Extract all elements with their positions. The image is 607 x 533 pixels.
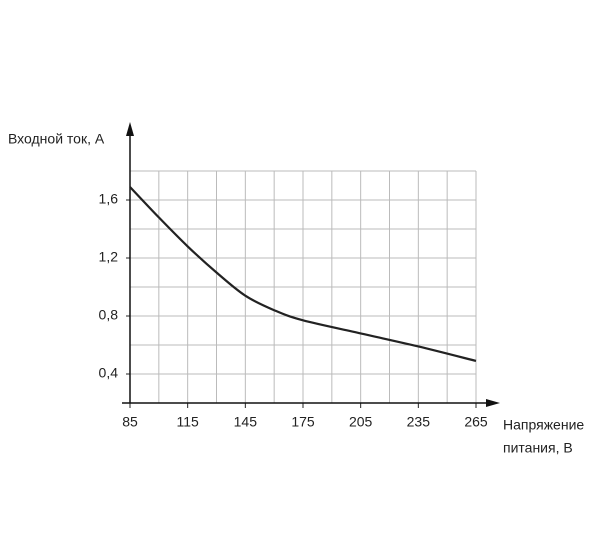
x-tick-label: 175 [291,414,315,430]
x-axis-arrow [486,399,500,407]
x-tick-label: 205 [349,414,373,430]
data-line [129,186,477,363]
y-axis-arrow [126,122,134,136]
y-tick-label: 1,6 [99,191,119,207]
x-axis-label: Напряжение [503,417,584,433]
y-tick-label: 1,2 [99,249,119,265]
x-tick-label: 265 [464,414,488,430]
x-tick-label: 115 [177,414,200,430]
y-tick-label: 0,4 [99,365,119,381]
x-tick-label: 145 [234,414,258,430]
x-axis-label: питания, В [503,440,573,456]
y-axis-label: Входной ток, А [8,131,105,147]
x-tick-label: 235 [407,414,431,430]
x-tick-label: 85 [122,414,138,430]
y-tick-label: 0,8 [99,307,119,323]
